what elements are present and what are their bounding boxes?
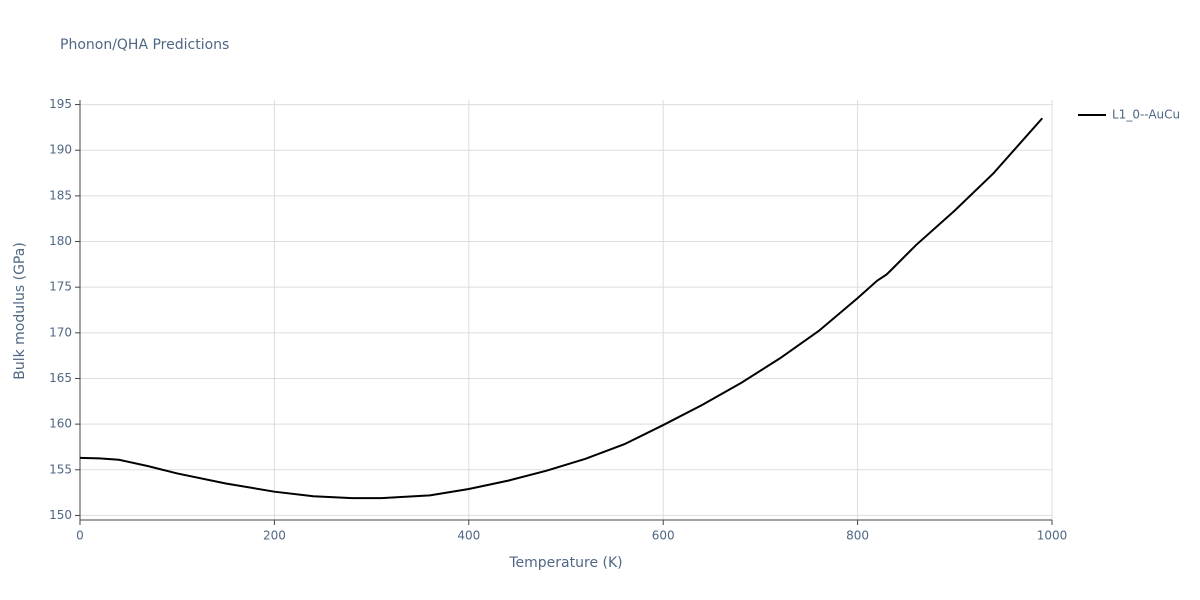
- x-tick-label: 400: [457, 529, 480, 543]
- legend-label: L1_0--AuCu: [1112, 108, 1180, 122]
- y-tick-label: 175: [49, 280, 72, 294]
- x-tick-label: 1000: [1037, 529, 1068, 543]
- x-axis-title: Temperature (K): [508, 555, 622, 571]
- x-tick-label: 200: [263, 529, 286, 543]
- y-tick-label: 170: [49, 325, 72, 339]
- y-tick-label: 160: [49, 417, 72, 431]
- x-tick-label: 600: [652, 529, 675, 543]
- y-axis-title: Bulk modulus (GPa): [12, 242, 28, 380]
- y-tick-label: 195: [49, 97, 72, 111]
- data-line: [79, 117, 1044, 500]
- y-tick-label: 180: [49, 234, 72, 248]
- y-tick-label: 155: [49, 462, 72, 476]
- y-tick-label: 150: [49, 508, 72, 522]
- x-tick-label: 800: [846, 529, 869, 543]
- x-tick-label: 0: [76, 529, 84, 543]
- chart-title: Phonon/QHA Predictions: [60, 37, 229, 53]
- y-tick-label: 185: [49, 188, 72, 202]
- y-tick-label: 165: [49, 371, 72, 385]
- y-tick-label: 190: [49, 143, 72, 157]
